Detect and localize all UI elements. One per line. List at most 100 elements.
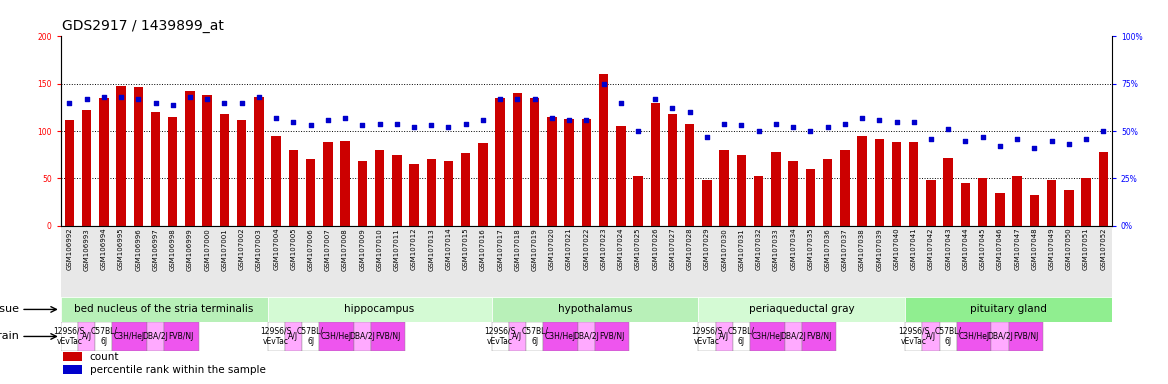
Bar — [133, 87, 142, 226]
Bar — [340, 141, 350, 226]
Bar — [668, 114, 677, 226]
Text: GSM107050: GSM107050 — [1066, 228, 1072, 270]
Point — [128, 96, 147, 102]
Text: GSM107001: GSM107001 — [222, 228, 228, 271]
Bar — [582, 119, 591, 226]
Text: GSM107034: GSM107034 — [790, 228, 797, 270]
Text: A/J: A/J — [926, 332, 936, 341]
Bar — [595, 322, 630, 351]
Text: FVB/NJ: FVB/NJ — [806, 332, 832, 341]
Point — [732, 122, 751, 129]
Bar — [99, 98, 109, 226]
Bar — [1030, 195, 1040, 226]
Text: C3H/HeJ: C3H/HeJ — [752, 332, 783, 341]
Point — [750, 128, 769, 134]
Bar — [771, 152, 780, 226]
Bar — [875, 139, 884, 226]
Bar — [530, 98, 540, 226]
Text: GSM106994: GSM106994 — [100, 228, 106, 270]
Bar — [633, 177, 642, 226]
Point — [146, 99, 165, 106]
Text: GSM107006: GSM107006 — [307, 228, 314, 271]
Point — [439, 124, 458, 130]
Bar — [698, 322, 716, 351]
Text: C57BL/
6J: C57BL/ 6J — [521, 327, 548, 346]
Text: pituitary gland: pituitary gland — [971, 305, 1047, 314]
Bar — [651, 103, 660, 226]
Text: GSM106992: GSM106992 — [67, 228, 72, 270]
Text: FVB/NJ: FVB/NJ — [375, 332, 401, 341]
Text: GSM106996: GSM106996 — [135, 228, 141, 271]
Text: 129S6/S
vEvTac: 129S6/S vEvTac — [485, 327, 516, 346]
Bar — [147, 322, 165, 351]
Bar — [732, 322, 750, 351]
Bar — [61, 296, 267, 322]
Text: count: count — [90, 352, 119, 362]
Point — [370, 121, 389, 127]
Text: GSM107007: GSM107007 — [325, 228, 331, 271]
Bar — [288, 150, 298, 226]
Text: GSM107020: GSM107020 — [549, 228, 555, 270]
Point — [819, 124, 837, 130]
Bar — [426, 159, 436, 226]
Text: A/J: A/J — [288, 332, 299, 341]
Text: GSM106993: GSM106993 — [84, 228, 90, 271]
Text: GDS2917 / 1439899_at: GDS2917 / 1439899_at — [62, 19, 224, 33]
Text: GSM107012: GSM107012 — [411, 228, 417, 270]
Bar — [303, 322, 319, 351]
Point — [646, 96, 665, 102]
Bar — [165, 322, 199, 351]
Bar — [719, 150, 729, 226]
Bar — [392, 155, 402, 226]
Bar — [513, 93, 522, 226]
Text: GSM107048: GSM107048 — [1031, 228, 1037, 270]
Text: GSM107041: GSM107041 — [911, 228, 917, 270]
Bar — [78, 322, 96, 351]
Point — [215, 99, 234, 106]
Text: GSM107024: GSM107024 — [618, 228, 624, 270]
Bar — [543, 322, 578, 351]
Text: A/J: A/J — [82, 332, 91, 341]
Point — [1059, 141, 1078, 147]
Point — [990, 143, 1009, 149]
Text: GSM107044: GSM107044 — [962, 228, 968, 270]
Text: GSM107033: GSM107033 — [773, 228, 779, 271]
Bar — [324, 142, 333, 226]
Bar — [599, 74, 609, 226]
Text: strain: strain — [0, 331, 20, 341]
Text: DBA/2J: DBA/2J — [142, 332, 168, 341]
Point — [559, 117, 578, 123]
Text: hypothalamus: hypothalamus — [557, 305, 632, 314]
Text: GSM106997: GSM106997 — [153, 228, 159, 271]
Point — [766, 121, 785, 127]
Bar — [944, 157, 953, 226]
Bar — [61, 322, 78, 351]
Text: A/J: A/J — [719, 332, 729, 341]
Text: GSM107049: GSM107049 — [1049, 228, 1055, 270]
Bar — [698, 296, 905, 322]
Text: GSM107043: GSM107043 — [945, 228, 951, 270]
Text: GSM107032: GSM107032 — [756, 228, 762, 270]
Bar — [375, 150, 384, 226]
Bar — [478, 143, 488, 226]
Text: percentile rank within the sample: percentile rank within the sample — [90, 365, 265, 375]
Bar — [892, 142, 902, 226]
Point — [801, 128, 820, 134]
Point — [612, 99, 631, 106]
Text: GSM107002: GSM107002 — [238, 228, 244, 270]
Text: GSM106999: GSM106999 — [187, 228, 193, 271]
Point — [250, 94, 269, 100]
Point — [1077, 136, 1096, 142]
Text: GSM107005: GSM107005 — [291, 228, 297, 270]
Bar — [716, 322, 732, 351]
Text: C57BL/
6J: C57BL/ 6J — [90, 327, 117, 346]
Text: GSM107037: GSM107037 — [842, 228, 848, 271]
Bar — [564, 119, 573, 226]
Text: FVB/NJ: FVB/NJ — [168, 332, 194, 341]
Bar — [255, 97, 264, 226]
Point — [542, 115, 561, 121]
Bar — [492, 296, 698, 322]
Point — [681, 109, 700, 115]
Text: C57BL/
6J: C57BL/ 6J — [297, 327, 324, 346]
Point — [164, 101, 182, 108]
